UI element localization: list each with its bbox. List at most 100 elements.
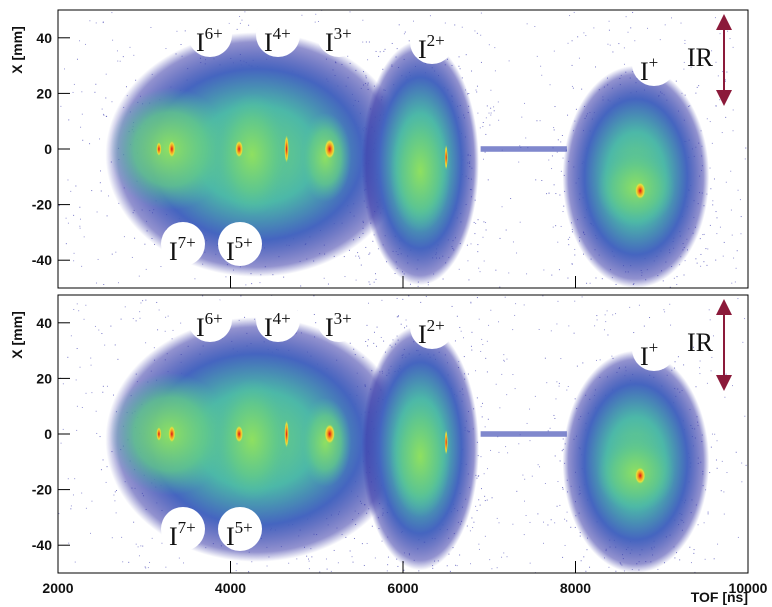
- hit: [476, 297, 478, 299]
- hit: [62, 383, 64, 385]
- hit: [99, 182, 101, 184]
- ion-cloud: [390, 110, 451, 233]
- hit: [715, 105, 717, 107]
- hit: [690, 66, 692, 68]
- hit: [351, 556, 353, 558]
- hit: [486, 340, 488, 342]
- hit: [505, 446, 507, 448]
- hit: [58, 205, 60, 207]
- hit: [386, 293, 387, 294]
- hit: [683, 68, 685, 70]
- label-backdrop: [632, 327, 676, 371]
- hit: [562, 488, 564, 490]
- hit: [564, 544, 566, 546]
- hit: [240, 295, 242, 297]
- hit: [542, 295, 544, 297]
- hit: [76, 405, 78, 407]
- hit: [367, 339, 369, 341]
- hit: [67, 356, 69, 358]
- hit: [360, 264, 362, 266]
- hit: [707, 513, 709, 515]
- hit: [574, 398, 576, 400]
- hit: [568, 244, 570, 246]
- hit: [456, 565, 458, 567]
- hit: [673, 277, 675, 279]
- hit: [554, 522, 556, 524]
- hit: [121, 536, 123, 538]
- x-tick-label: 2000: [42, 580, 73, 596]
- ion-cloud: [156, 142, 162, 156]
- hit: [494, 47, 496, 49]
- hit: [737, 298, 739, 300]
- hit: [690, 562, 692, 564]
- hit: [404, 327, 406, 329]
- hit: [553, 50, 555, 52]
- hit: [735, 267, 737, 269]
- hit: [505, 229, 507, 231]
- hit: [157, 329, 159, 331]
- hit: [380, 294, 381, 295]
- hit: [396, 48, 398, 50]
- hit: [82, 139, 84, 141]
- hit: [693, 549, 695, 551]
- hit: [365, 41, 367, 43]
- hit: [717, 543, 719, 545]
- hit: [248, 6, 249, 7]
- hit: [524, 102, 526, 104]
- hit: [239, 15, 241, 17]
- hit: [717, 75, 719, 77]
- y-tick-label: -20: [32, 482, 52, 498]
- hit: [558, 382, 560, 384]
- hit: [99, 436, 101, 438]
- hit: [300, 285, 302, 287]
- hit: [723, 491, 725, 493]
- hit: [85, 392, 87, 394]
- hit: [219, 299, 221, 301]
- hit: [488, 324, 490, 326]
- hit: [479, 127, 481, 129]
- hit: [81, 406, 83, 408]
- hit: [421, 292, 422, 293]
- hit: [723, 241, 725, 243]
- hit: [449, 570, 451, 572]
- hit: [507, 452, 509, 454]
- hit: [612, 51, 614, 53]
- hit: [518, 161, 520, 163]
- hit: [576, 365, 578, 367]
- hit: [478, 267, 480, 269]
- hit: [296, 558, 298, 560]
- hit: [647, 27, 649, 29]
- hit: [374, 273, 376, 275]
- hit: [75, 185, 77, 187]
- hit: [96, 211, 98, 213]
- hit: [373, 342, 375, 344]
- hit: [627, 31, 629, 33]
- hit: [699, 238, 701, 240]
- hit: [58, 513, 60, 515]
- hit: [100, 469, 102, 471]
- label-backdrop: [188, 13, 232, 57]
- hit: [481, 416, 483, 418]
- hit: [694, 571, 696, 573]
- hit: [706, 264, 708, 266]
- label-backdrop: [256, 13, 300, 57]
- hit: [469, 530, 471, 532]
- hit: [703, 522, 705, 524]
- hit: [468, 93, 470, 95]
- hit: [375, 278, 377, 280]
- hit: [726, 71, 728, 73]
- hit: [67, 179, 69, 181]
- hit: [567, 114, 569, 116]
- hit: [483, 473, 485, 475]
- hit: [484, 151, 486, 153]
- hit: [381, 291, 382, 292]
- hit: [732, 385, 734, 387]
- hit: [715, 211, 717, 213]
- hit: [621, 582, 622, 583]
- hit: [432, 567, 434, 569]
- hit: [529, 521, 531, 523]
- hit: [111, 537, 113, 539]
- hit: [576, 305, 577, 306]
- hit: [586, 282, 588, 284]
